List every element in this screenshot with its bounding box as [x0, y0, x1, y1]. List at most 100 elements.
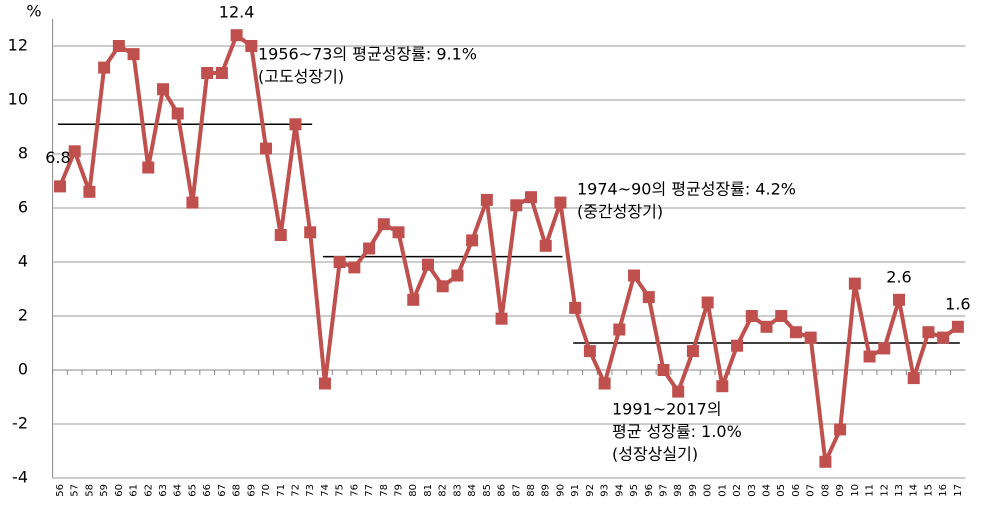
marker [554, 196, 567, 209]
x-tick-label: 98 [673, 484, 684, 497]
x-tick-label: 86 [497, 484, 508, 497]
x-tick-label: 67 [217, 484, 228, 497]
marker [407, 293, 420, 306]
marker [863, 350, 876, 363]
marker [731, 339, 744, 352]
x-tick-label: 84 [467, 484, 478, 497]
x-tick-label: 14 [909, 484, 920, 497]
marker [83, 185, 96, 198]
x-tick-label: 64 [173, 484, 184, 497]
y-tick-label: 12 [8, 36, 28, 55]
marker [495, 312, 508, 325]
marker [98, 61, 111, 74]
series-line [58, 33, 960, 464]
marker [260, 142, 273, 155]
marker [834, 423, 847, 436]
marker [613, 323, 626, 336]
x-tick-label: 70 [261, 484, 272, 497]
marker [171, 107, 184, 120]
x-tick-label: 65 [187, 484, 198, 497]
marker [598, 377, 611, 390]
x-tick-label: 74 [320, 484, 331, 497]
x-tick-label: 04 [762, 484, 773, 497]
x-tick-label: 81 [423, 484, 434, 497]
data-label: 12.4 [219, 3, 255, 22]
x-tick-label: 78 [379, 484, 390, 497]
marker [804, 331, 817, 344]
x-tick-label: 96 [644, 484, 655, 497]
marker [716, 380, 729, 393]
marker [922, 326, 935, 339]
x-tick-label: 09 [835, 484, 846, 497]
marker [672, 385, 685, 398]
x-tick-label: 83 [452, 484, 463, 497]
marker [951, 320, 964, 333]
x-tick-label: 69 [246, 484, 257, 497]
marker [525, 191, 537, 204]
marker [274, 229, 287, 241]
x-tick-label: 73 [305, 484, 316, 497]
x-tick-label: 05 [776, 484, 787, 497]
marker [569, 301, 582, 314]
x-tick-label: 63 [158, 484, 169, 497]
x-tick-label: 66 [202, 484, 213, 497]
x-tick-label: 06 [791, 484, 802, 497]
x-tick-label: 87 [511, 484, 522, 497]
marker [775, 310, 788, 322]
x-tick-label: 91 [570, 484, 581, 497]
y-tick-label: 0 [18, 360, 28, 379]
marker [539, 239, 552, 252]
x-tick-label: 02 [732, 484, 743, 497]
x-tick-label: 15 [923, 484, 934, 497]
y-tick-label: 8 [18, 144, 28, 163]
marker [68, 145, 81, 158]
data-label: 6.8 [45, 148, 70, 167]
x-tick-label: 00 [703, 484, 714, 497]
marker [642, 291, 655, 304]
marker [686, 345, 699, 358]
marker [333, 256, 346, 268]
marker [907, 372, 920, 385]
marker [230, 29, 243, 42]
x-tick-label: 99 [688, 484, 699, 497]
annotation: (고도성장기) [258, 67, 344, 86]
marker [304, 226, 317, 239]
marker [363, 242, 376, 255]
marker [157, 83, 169, 96]
x-tick-label: 10 [850, 484, 861, 497]
x-tick-label: 01 [717, 484, 728, 497]
y-axis-unit: % [26, 2, 41, 21]
x-tick-label: 07 [806, 484, 817, 497]
annotation: 1991~2017의 [612, 400, 722, 419]
x-tick-label: 13 [894, 484, 905, 497]
x-tick-label: 62 [143, 484, 154, 497]
marker [583, 345, 596, 358]
marker [421, 258, 434, 271]
marker [760, 320, 773, 333]
marker [893, 293, 905, 306]
marker [142, 161, 155, 174]
data-label: 2.6 [886, 267, 911, 286]
marker [657, 364, 670, 376]
marker [745, 310, 758, 322]
marker [377, 218, 390, 231]
marker [789, 326, 802, 339]
annotation: 평균 성장률: 1.0% [612, 422, 742, 441]
marker [628, 269, 641, 282]
marker [466, 234, 479, 247]
x-tick-label: 90 [555, 484, 566, 497]
y-tick-label: -2 [12, 414, 28, 433]
x-tick-label: 77 [364, 484, 375, 497]
marker [392, 226, 405, 239]
annotation: (중간성장기) [577, 202, 663, 221]
x-tick-label: 97 [658, 484, 669, 497]
marker [53, 180, 66, 193]
marker [112, 40, 125, 52]
marker [201, 67, 214, 79]
annotation: 1974~90의 평균성장률: 4.2% [577, 180, 796, 199]
x-tick-label: 57 [70, 484, 81, 497]
marker [215, 67, 228, 79]
x-tick-label: 58 [84, 484, 95, 497]
x-tick-label: 11 [865, 484, 876, 497]
